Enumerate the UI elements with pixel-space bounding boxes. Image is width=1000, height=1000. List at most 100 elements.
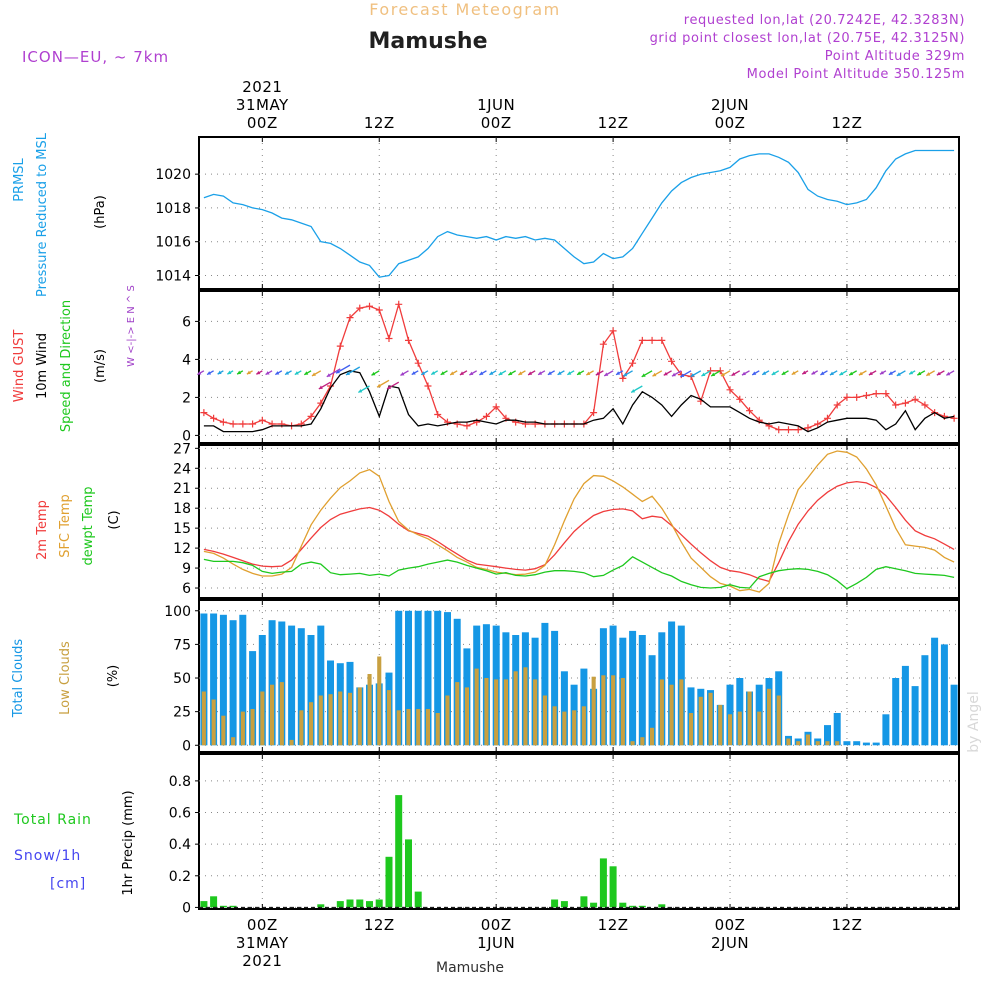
gust-marker: [843, 393, 851, 401]
y-tick-label: 4: [182, 352, 191, 368]
wind-direction-arrow: [459, 370, 468, 376]
wind-direction-arrow: [246, 370, 253, 375]
wind-direction-arrow: [663, 370, 672, 376]
wind-arrow-head: [829, 371, 834, 375]
wind-arrow-head: [663, 371, 668, 376]
wind-direction-arrow: [811, 370, 819, 376]
time-tick-label: 31MAY: [236, 96, 289, 114]
wind-arrow-head: [771, 371, 776, 375]
wind-direction-arrow: [206, 370, 214, 376]
y-tick-label: 0.8: [169, 774, 191, 790]
wind-direction-arrow: [508, 370, 517, 376]
wind-direction-arrow: [925, 370, 935, 377]
wind-arrow-head: [411, 371, 416, 375]
wind-arrow-head: [671, 372, 676, 377]
gust-marker: [434, 411, 442, 418]
wind-direction-arrow: [622, 370, 633, 377]
wind-unit: (m/s): [93, 349, 108, 383]
gust-marker: [599, 340, 607, 348]
gust-marker: [385, 335, 393, 342]
bar-total-clouds: [424, 610, 432, 746]
y-tick-label: 0: [182, 738, 191, 754]
time-tick-label: 00Z: [715, 916, 746, 934]
bar-total-clouds: [882, 714, 890, 746]
bar-low-clouds: [484, 678, 489, 746]
bar-low-clouds: [201, 691, 206, 746]
gust-marker: [648, 336, 656, 344]
wind-direction-arrow: [440, 370, 448, 376]
sfc-temp-label: SFC Temp: [58, 494, 73, 558]
bar-low-clouds: [396, 710, 401, 746]
wind-arrow-head: [197, 371, 202, 375]
bar-total-rain: [210, 896, 218, 908]
bar-low-clouds: [348, 692, 353, 746]
wind-arrow-head: [802, 370, 807, 375]
pressure-panel: PRMSL Pressure Reduced to MSL (hPa) 1014…: [12, 132, 960, 297]
bar-total-rain: [219, 905, 227, 908]
bar-total-clouds: [453, 618, 461, 746]
time-tick-label: 00Z: [481, 114, 512, 132]
time-tick-label: 2JUN: [711, 96, 749, 114]
wind-arrow-head: [377, 383, 382, 388]
wind-arrow-head: [440, 371, 445, 375]
time-tick-label: 2021: [242, 78, 282, 96]
bar-total-clouds: [668, 621, 676, 746]
bar-total-rain: [405, 839, 412, 908]
bar-low-clouds: [464, 687, 469, 746]
requested-coords: requested lon,lat (20.7242E, 42.3283N): [684, 13, 965, 28]
time-tick-label: 12Z: [832, 916, 863, 934]
wind-direction-arrow: [479, 370, 487, 376]
gust-marker: [882, 390, 890, 398]
bar-low-clouds: [523, 667, 528, 746]
gust-marker: [210, 414, 218, 422]
model-name: ICON—EU, ~ 7km: [22, 48, 169, 66]
bar-low-clouds: [387, 690, 392, 746]
wind-direction-arrow: [371, 370, 380, 376]
wind-label: 10m Wind: [35, 333, 50, 399]
wind-direction-arrow: [518, 370, 526, 376]
bar-total-rain: [336, 901, 344, 908]
grid-point-coords: grid point closest lon,lat (20.75E, 42.3…: [650, 31, 965, 46]
bar-low-clouds: [406, 709, 411, 746]
wind-arrow-head: [879, 370, 884, 375]
total-clouds-label: Total Clouds: [11, 639, 26, 719]
y-tick-label: 6: [182, 314, 191, 330]
bar-total-clouds: [288, 625, 296, 746]
wind-direction-arrow: [265, 370, 273, 376]
gust-marker: [239, 420, 247, 428]
bar-total-clouds: [541, 622, 549, 746]
series-line-dewpt-temp: [203, 556, 955, 590]
bar-total-clouds: [551, 630, 559, 746]
wind-direction-arrow: [489, 370, 497, 376]
bar-total-rain: [629, 905, 637, 908]
wind-arrow-head: [498, 371, 503, 375]
gust-marker: [619, 374, 627, 382]
wind-direction-arrow: [801, 370, 809, 375]
wind-arrow-head: [294, 371, 299, 375]
series-line-prmsl: [203, 149, 955, 278]
wind-arrow-head: [849, 371, 854, 376]
wind-direction-arrow: [603, 370, 614, 377]
bar-low-clouds: [221, 715, 226, 746]
bar-total-clouds: [921, 655, 929, 746]
bar-total-rain: [395, 795, 403, 908]
bar-low-clouds: [757, 711, 762, 746]
gust-marker: [404, 336, 412, 344]
bar-low-clouds: [289, 739, 294, 746]
wind-direction-arrow: [311, 370, 322, 377]
gust-marker: [901, 399, 909, 407]
bar-low-clouds: [455, 682, 460, 746]
bar-low-clouds: [640, 737, 645, 746]
bar-low-clouds: [542, 695, 547, 746]
wind-direction-arrow: [256, 370, 263, 375]
temp-unit: (C): [107, 510, 122, 529]
bar-low-clouds: [786, 738, 791, 746]
wind-direction-arrow: [420, 370, 429, 376]
bar-total-rain: [375, 899, 383, 908]
wind-direction-arrow: [576, 370, 585, 376]
y-tick-label: 0: [182, 428, 191, 444]
gust-marker: [629, 359, 637, 367]
bar-total-clouds: [239, 614, 247, 746]
time-tick-label: 12Z: [364, 916, 395, 934]
gust-marker: [950, 414, 958, 422]
